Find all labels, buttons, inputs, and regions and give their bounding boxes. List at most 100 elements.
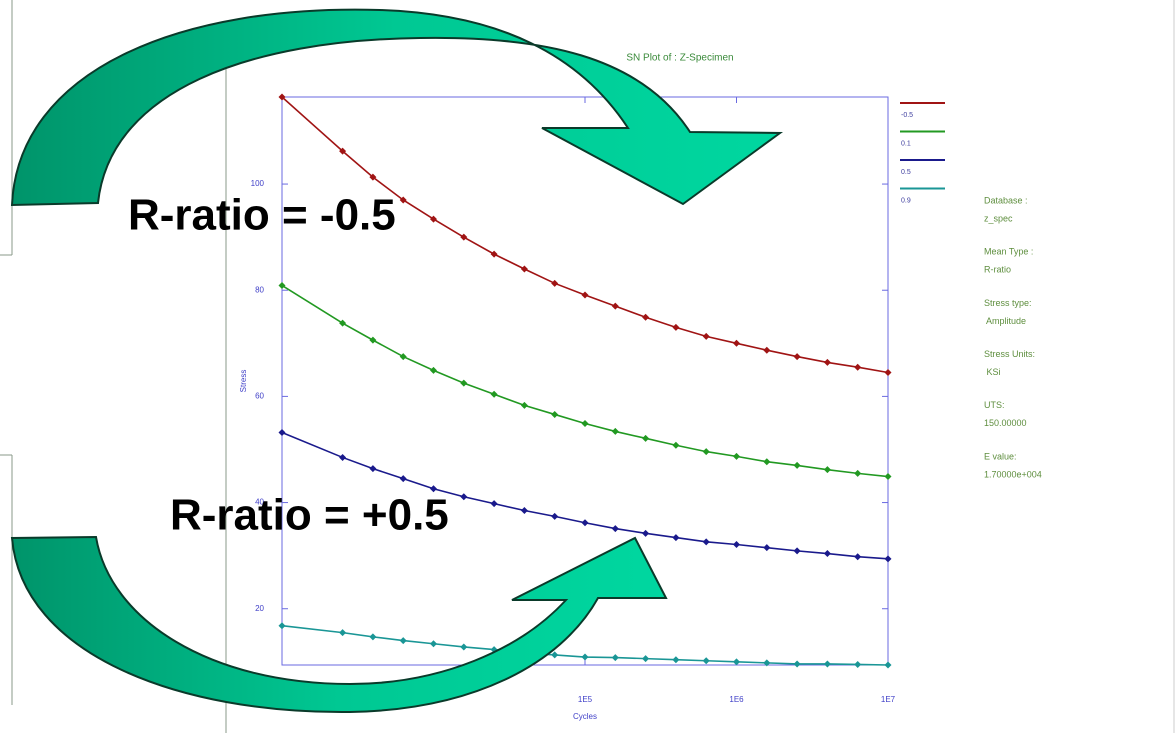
- data-point: [854, 470, 861, 477]
- data-point: [733, 541, 740, 548]
- data-point: [794, 547, 801, 554]
- data-point: [703, 448, 710, 455]
- legend-label: 0.9: [901, 197, 911, 204]
- y-tick-label: 20: [255, 604, 264, 613]
- arrow-upper: [12, 10, 780, 205]
- data-point: [824, 359, 831, 366]
- data-point: [460, 493, 467, 500]
- data-point: [400, 475, 407, 482]
- data-point: [430, 640, 437, 647]
- annotations: R-ratio = -0.5 R-ratio = +0.5: [128, 191, 449, 540]
- data-point: [642, 435, 649, 442]
- y-tick-label: 100: [251, 179, 265, 188]
- data-point: [794, 353, 801, 360]
- data-point: [703, 657, 710, 664]
- data-point: [491, 500, 498, 507]
- data-point: [339, 629, 346, 636]
- data-point: [642, 314, 649, 321]
- chart-title: SN Plot of : Z-Specimen: [626, 53, 733, 64]
- arrow-lower: [12, 537, 666, 712]
- side-panel: Database : z_spec Mean Type : R-ratio Stress…: [984, 195, 1042, 479]
- data-point: [885, 369, 892, 376]
- data-point: [369, 465, 376, 472]
- data-point: [733, 453, 740, 460]
- data-point: [672, 324, 679, 331]
- data-point: [672, 656, 679, 663]
- panel-label: Stress Units:: [984, 349, 1035, 359]
- data-point: [582, 292, 589, 299]
- data-point: [794, 462, 801, 469]
- data-point: [521, 507, 528, 514]
- data-point: [279, 622, 286, 629]
- data-point: [491, 251, 498, 258]
- data-point: [460, 643, 467, 650]
- data-point: [521, 265, 528, 272]
- data-point: [521, 402, 528, 409]
- panel-label: UTS:: [984, 400, 1005, 410]
- data-point: [854, 553, 861, 560]
- data-point: [339, 454, 346, 461]
- data-point: [551, 513, 558, 520]
- data-point: [824, 550, 831, 557]
- data-point: [400, 637, 407, 644]
- data-point: [551, 280, 558, 287]
- data-point: [369, 337, 376, 344]
- data-point: [582, 519, 589, 526]
- y-tick-label: 80: [255, 285, 264, 294]
- panel-label: Mean Type :: [984, 247, 1033, 257]
- annotation: R-ratio = -0.5: [128, 191, 396, 240]
- data-point: [642, 530, 649, 537]
- legend-label: 0.5: [901, 169, 911, 176]
- data-point: [642, 655, 649, 662]
- data-point: [885, 555, 892, 562]
- data-point: [763, 458, 770, 465]
- annotation: R-ratio = +0.5: [170, 491, 449, 540]
- panel-value: z_spec: [984, 213, 1013, 223]
- data-point: [612, 303, 619, 310]
- panel-value: 1.70000e+004: [984, 469, 1042, 479]
- data-point: [400, 353, 407, 360]
- data-point: [612, 525, 619, 532]
- data-point: [672, 534, 679, 541]
- data-point: [491, 391, 498, 398]
- data-point: [460, 380, 467, 387]
- data-point: [854, 661, 861, 668]
- data-point: [551, 411, 558, 418]
- series-line: [282, 285, 888, 476]
- panel-value: KSi: [984, 367, 1001, 377]
- data-point: [551, 651, 558, 658]
- screen: SN Plot of : Z-Specimen Cycles Stress 20…: [0, 0, 1176, 733]
- panel-label: Database :: [984, 195, 1028, 205]
- y-tick-label: 60: [255, 392, 264, 401]
- panel-label: Stress type:: [984, 298, 1032, 308]
- data-point: [824, 466, 831, 473]
- data-point: [703, 333, 710, 340]
- panel-value: Amplitude: [984, 316, 1026, 326]
- x-axis-label: Cycles: [573, 712, 597, 721]
- data-point: [582, 654, 589, 661]
- data-point: [582, 420, 589, 427]
- legend-label: 0.1: [901, 140, 911, 147]
- data-point: [733, 340, 740, 347]
- data-point: [733, 658, 740, 665]
- arrows: [12, 10, 780, 712]
- panel-value: R-ratio: [984, 265, 1011, 275]
- data-point: [885, 662, 892, 669]
- x-tick-label: 1E7: [881, 695, 896, 704]
- data-point: [612, 428, 619, 435]
- panel-label: E value:: [984, 451, 1017, 461]
- data-point: [672, 442, 679, 449]
- y-axis-label: Stress: [239, 370, 248, 393]
- x-tick-label: 1E5: [578, 695, 593, 704]
- x-tick-label: 1E6: [729, 695, 744, 704]
- legend-label: -0.5: [901, 112, 913, 119]
- data-point: [885, 473, 892, 480]
- data-point: [460, 234, 467, 241]
- data-point: [854, 364, 861, 371]
- data-point: [369, 633, 376, 640]
- data-point: [430, 367, 437, 374]
- data-point: [279, 429, 286, 436]
- data-point: [703, 538, 710, 545]
- data-point: [824, 660, 831, 667]
- data-point: [763, 347, 770, 354]
